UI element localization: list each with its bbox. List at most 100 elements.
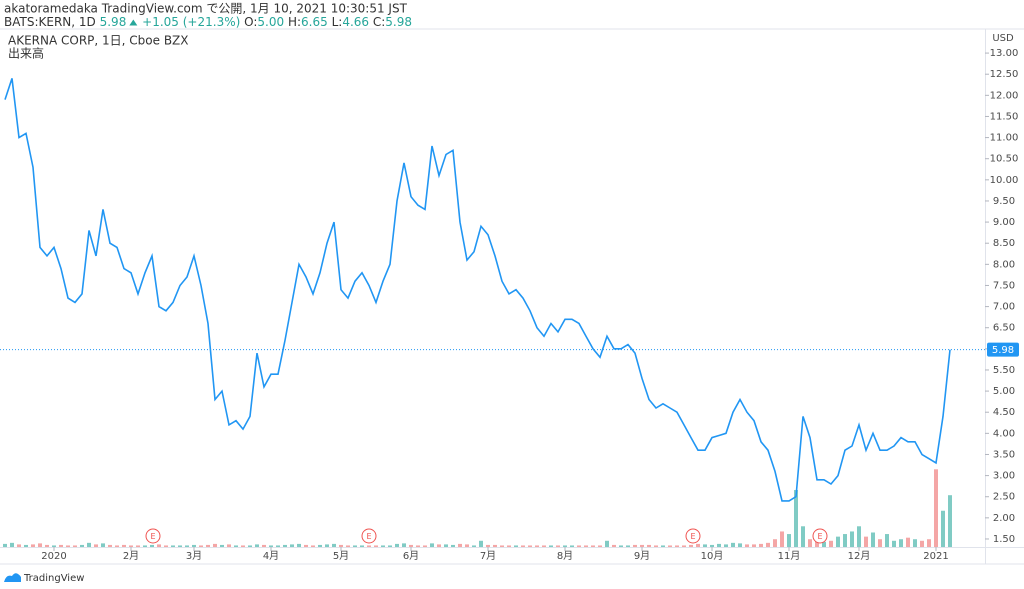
ohlc-key: L: [332,15,343,29]
earnings-marker [812,528,828,544]
legend-title: AKERNA CORP, 1日, Cboe BZX [8,34,189,48]
y-tick-label: 7.50 [993,280,1015,291]
volume-bar [885,534,889,547]
volume-bar [836,536,840,547]
volume-bar [80,544,84,547]
volume-bar [290,544,294,547]
last-price-box [987,342,1019,357]
volume-bar [31,544,35,547]
legend-volume: 出来高 [8,46,44,61]
y-tick-label: 12.50 [990,69,1019,80]
volume-bar [213,543,217,547]
x-tick-label: 11月 [778,550,801,562]
earnings-marker [685,528,701,544]
y-tick-label: 12.00 [990,90,1019,101]
volume-bar [843,534,847,547]
y-tick-label: 5.50 [993,365,1015,376]
volume-bar [171,545,175,547]
earnings-label: E [366,532,371,541]
volume-bar [731,542,735,547]
y-tick-label: 5.00 [993,386,1015,397]
volume-bar [234,545,238,547]
published-line: akatoramedaka TradingView.com で公開, 1月 10… [4,2,408,16]
volume-bar [129,545,133,547]
volume-bar [556,545,560,547]
volume-bar [325,544,329,547]
volume-bar [934,469,938,547]
volume-bar [514,545,518,547]
volume-bar [542,545,546,547]
y-tick-label: 8.50 [993,238,1015,249]
volume-bar [535,545,539,547]
volume-bar [920,540,924,547]
volume-bar [367,545,371,547]
y-tick-label: 11.50 [990,111,1019,122]
volume-bar [122,544,126,547]
volume-bar [178,545,182,547]
volume-bar [437,544,441,547]
volume-bar [472,545,476,547]
volume-bar [241,545,245,547]
volume-bar [465,544,469,547]
x-tick-label: 8月 [557,550,573,562]
volume-bar [444,544,448,547]
volume-bar [668,545,672,547]
currency-label: USD [992,33,1014,44]
volume-bar [3,543,7,547]
y-tick-label: 2.50 [993,492,1015,503]
volume-bar [612,544,616,547]
volume-bar [332,543,336,547]
volume-bar [682,545,686,547]
volume-bar [423,545,427,547]
volume-bar [227,544,231,547]
earnings-label: E [817,532,822,541]
x-tick-label: 9月 [634,550,650,562]
quote-line: BATS:KERN, 1D 5.98 +1.05 (+21.3%) O:5.00… [4,15,412,29]
volume-bar [822,541,826,547]
price: 5.98 [100,15,127,29]
volume-bar [17,544,21,547]
y-tick-label: 4.50 [993,407,1015,418]
volume-bar [297,543,301,547]
volume-bar [605,540,609,547]
volume-bar [66,545,70,547]
volume-bar [311,545,315,547]
volume-bar [829,540,833,547]
x-tick-label: 10月 [701,550,724,562]
volume-bar [374,545,378,547]
volume-bar [878,539,882,547]
volume-bar [269,545,273,547]
volume-bar [409,544,413,547]
volume-bar [339,544,343,547]
volume-bar [395,543,399,547]
y-tick-label: 9.00 [993,217,1015,228]
x-tick-label: 2021 [923,551,948,562]
volume-bar [24,544,28,547]
y-tick-label: 3.00 [993,471,1015,482]
volume-bar [899,539,903,547]
volume-bar [38,543,42,547]
up-arrow [129,19,138,26]
y-tick-label: 6.50 [993,323,1015,334]
volume-bar [773,539,777,547]
ohlc-value: 5.00 [257,15,284,29]
y-tick-label: 10.00 [990,175,1019,186]
volume-bar [304,544,308,547]
x-tick-label: 2月 [123,550,139,562]
volume-bar [388,545,392,547]
y-tick-label: 8.00 [993,259,1015,270]
volume-bar [346,545,350,547]
volume-bar [563,545,567,547]
volume-bar [59,544,63,547]
volume-bar [913,539,917,547]
y-tick-label: 1.50 [993,534,1015,545]
volume-bar [101,543,105,547]
earnings-marker [145,528,161,544]
volume-bar [318,544,322,547]
ohlc-value: 4.66 [342,15,369,29]
volume-bar [493,544,497,547]
volume-bar [248,545,252,547]
volume-bar [549,545,553,547]
